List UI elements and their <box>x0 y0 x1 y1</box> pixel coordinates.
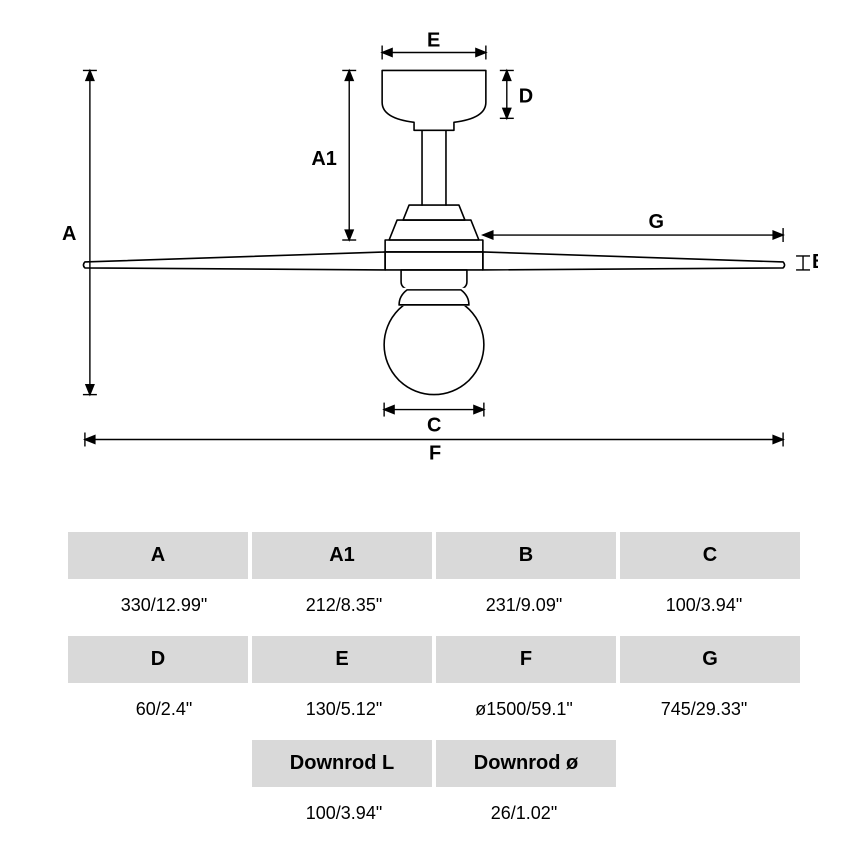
table-header: G <box>620 636 800 683</box>
label-B: B <box>812 251 818 273</box>
table-value: 100/3.94" <box>614 581 794 634</box>
table-header: Downrod L <box>252 740 432 787</box>
table-value: 330/12.99" <box>74 581 254 634</box>
table-value: ø1500/59.1" <box>434 685 614 738</box>
table-header: C <box>620 532 800 579</box>
dimension-diagram: E D A1 A B G C F <box>50 30 818 460</box>
table-header: Downrod ø <box>436 740 616 787</box>
table-value: 212/8.35" <box>254 581 434 634</box>
dimension-table: A A1 B C 330/12.99" 212/8.35" 231/9.09" … <box>50 530 818 842</box>
table-header: B <box>436 532 616 579</box>
label-A: A <box>62 223 76 245</box>
table-header: A <box>68 532 248 579</box>
label-A1: A1 <box>311 148 337 170</box>
table-row: D E F G <box>50 634 818 685</box>
table-value: 745/29.33" <box>614 685 794 738</box>
table-value: 100/3.94" <box>254 789 434 842</box>
table-header: F <box>436 636 616 683</box>
table-header: A1 <box>252 532 432 579</box>
table-row: 330/12.99" 212/8.35" 231/9.09" 100/3.94" <box>50 581 818 634</box>
table-row: 100/3.94" 26/1.02" <box>50 789 818 842</box>
table-value: 26/1.02" <box>434 789 614 842</box>
label-G: G <box>648 211 664 233</box>
label-D: D <box>519 85 533 107</box>
label-F: F <box>429 442 441 460</box>
table-header: E <box>252 636 432 683</box>
table-header: D <box>68 636 248 683</box>
table-value: 231/9.09" <box>434 581 614 634</box>
label-C: C <box>427 415 441 437</box>
label-E: E <box>427 30 440 52</box>
table-row: 60/2.4" 130/5.12" ø1500/59.1" 745/29.33" <box>50 685 818 738</box>
table-value: 60/2.4" <box>74 685 254 738</box>
table-value: 130/5.12" <box>254 685 434 738</box>
table-row: A A1 B C <box>50 530 818 581</box>
fan-svg: E D A1 A B G C F <box>50 30 818 460</box>
table-row: Downrod L Downrod ø <box>50 738 818 789</box>
